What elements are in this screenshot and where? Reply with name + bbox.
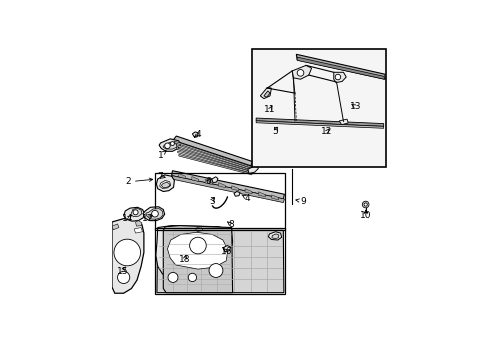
Polygon shape — [292, 66, 311, 79]
Polygon shape — [333, 72, 346, 82]
Text: 8: 8 — [228, 220, 234, 229]
Polygon shape — [135, 221, 142, 226]
Circle shape — [117, 271, 129, 284]
Polygon shape — [157, 230, 284, 293]
Bar — [155, 228, 285, 294]
Polygon shape — [191, 176, 198, 181]
Polygon shape — [247, 165, 258, 174]
Polygon shape — [145, 209, 163, 219]
Text: 10: 10 — [359, 211, 371, 220]
Text: 9: 9 — [300, 197, 305, 206]
Circle shape — [133, 210, 138, 215]
Text: 1: 1 — [157, 151, 163, 160]
Polygon shape — [177, 151, 251, 173]
Text: 11: 11 — [264, 105, 275, 114]
Polygon shape — [233, 192, 240, 196]
Polygon shape — [171, 171, 284, 199]
Polygon shape — [160, 180, 170, 188]
Circle shape — [363, 203, 366, 206]
Polygon shape — [271, 195, 278, 200]
Polygon shape — [174, 141, 251, 168]
Text: 12: 12 — [321, 127, 332, 136]
Polygon shape — [231, 186, 238, 191]
Text: 14: 14 — [122, 214, 134, 223]
Polygon shape — [112, 224, 119, 230]
Text: 2: 2 — [125, 177, 131, 186]
Polygon shape — [256, 121, 383, 128]
Polygon shape — [163, 226, 232, 293]
Circle shape — [362, 201, 368, 208]
Text: 13: 13 — [349, 103, 361, 112]
Polygon shape — [156, 226, 232, 284]
Polygon shape — [296, 54, 384, 79]
Text: 18: 18 — [179, 256, 190, 265]
Polygon shape — [211, 177, 218, 183]
Polygon shape — [178, 174, 185, 179]
Polygon shape — [205, 180, 212, 185]
Text: 4: 4 — [195, 130, 201, 139]
Text: 6: 6 — [205, 177, 211, 186]
Polygon shape — [339, 119, 347, 125]
Bar — [155, 174, 285, 230]
Text: 16: 16 — [221, 247, 232, 256]
Polygon shape — [131, 208, 142, 217]
Polygon shape — [156, 175, 174, 192]
Polygon shape — [179, 154, 251, 175]
Polygon shape — [260, 87, 271, 99]
Polygon shape — [163, 142, 177, 149]
Text: 4: 4 — [244, 194, 250, 203]
Circle shape — [114, 239, 140, 266]
Text: 3: 3 — [208, 197, 214, 206]
Circle shape — [151, 210, 158, 217]
Polygon shape — [161, 182, 169, 187]
Polygon shape — [112, 219, 143, 293]
Polygon shape — [175, 144, 251, 170]
Circle shape — [170, 141, 174, 145]
Polygon shape — [143, 207, 164, 221]
Polygon shape — [218, 183, 225, 188]
Polygon shape — [256, 118, 383, 126]
Circle shape — [188, 273, 196, 282]
Text: 17: 17 — [142, 214, 154, 223]
Polygon shape — [171, 176, 284, 203]
Circle shape — [297, 69, 303, 76]
Polygon shape — [264, 91, 269, 97]
Polygon shape — [268, 232, 281, 240]
Polygon shape — [176, 148, 251, 172]
Circle shape — [168, 273, 178, 283]
Polygon shape — [134, 228, 142, 233]
Circle shape — [189, 237, 206, 254]
Polygon shape — [173, 136, 253, 166]
Polygon shape — [123, 207, 144, 221]
Polygon shape — [167, 232, 227, 269]
Polygon shape — [297, 57, 384, 79]
Polygon shape — [258, 192, 265, 197]
Circle shape — [164, 143, 170, 149]
Polygon shape — [244, 189, 251, 194]
Bar — [251, 49, 386, 167]
Text: 15: 15 — [117, 266, 128, 275]
Circle shape — [208, 264, 223, 278]
Polygon shape — [223, 246, 230, 252]
Text: 5: 5 — [272, 127, 278, 136]
Polygon shape — [192, 132, 198, 136]
Circle shape — [334, 74, 340, 80]
Text: 7: 7 — [157, 172, 163, 181]
Polygon shape — [195, 227, 203, 232]
Polygon shape — [159, 139, 181, 151]
Polygon shape — [271, 234, 278, 239]
